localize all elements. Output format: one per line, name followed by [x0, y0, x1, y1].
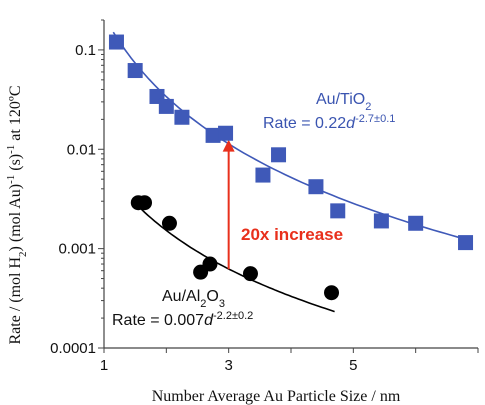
x-axis-title: Number Average Au Particle Size / nm	[152, 388, 401, 405]
data-point-autio2	[408, 215, 424, 231]
data-point-autio2	[330, 203, 346, 219]
marks-layer	[108, 34, 474, 301]
x-tick-label: 1	[100, 357, 108, 374]
data-point-autio2	[174, 109, 190, 125]
al2o3-equation: Rate = 0.007d-2.2±0.2	[112, 310, 253, 329]
data-point-aual2o3	[137, 195, 153, 211]
data-point-autio2	[308, 179, 324, 195]
data-point-aual2o3	[161, 215, 177, 231]
tio2-equation: Rate = 0.22d-2.7±0.1	[263, 113, 395, 132]
data-point-autio2	[373, 213, 389, 229]
y-tick-label: 0.1	[75, 42, 96, 59]
fit-curve-autio2	[112, 31, 469, 241]
data-point-autio2	[205, 127, 221, 143]
y-tick-label: 0.001	[58, 241, 96, 258]
data-point-aual2o3	[202, 256, 218, 272]
y-tick-label: 0.0001	[50, 340, 96, 357]
data-point-autio2	[158, 98, 174, 114]
data-point-autio2	[255, 167, 271, 183]
increase-arrow-head	[222, 139, 235, 152]
data-point-autio2	[127, 63, 143, 79]
y-axis-title: Rate / (mol H2) (mol Au)-1 (s)-1 at 120º…	[5, 85, 29, 344]
data-point-aual2o3	[324, 285, 340, 301]
data-point-autio2	[271, 147, 287, 163]
data-point-autio2	[218, 125, 234, 141]
data-point-autio2	[458, 235, 474, 251]
data-point-autio2	[108, 34, 124, 50]
data-point-aual2o3	[242, 266, 258, 282]
y-tick-label: 0.01	[67, 141, 96, 158]
x-tick-label: 5	[349, 357, 357, 374]
fit-curve-aual2o3	[137, 205, 335, 313]
x-tick-label: 3	[224, 357, 232, 374]
tio2-label: Au/TiO2	[316, 91, 371, 113]
al2o3-label: Au/Al2O3	[162, 288, 225, 310]
increase-label: 20x increase	[241, 225, 343, 244]
